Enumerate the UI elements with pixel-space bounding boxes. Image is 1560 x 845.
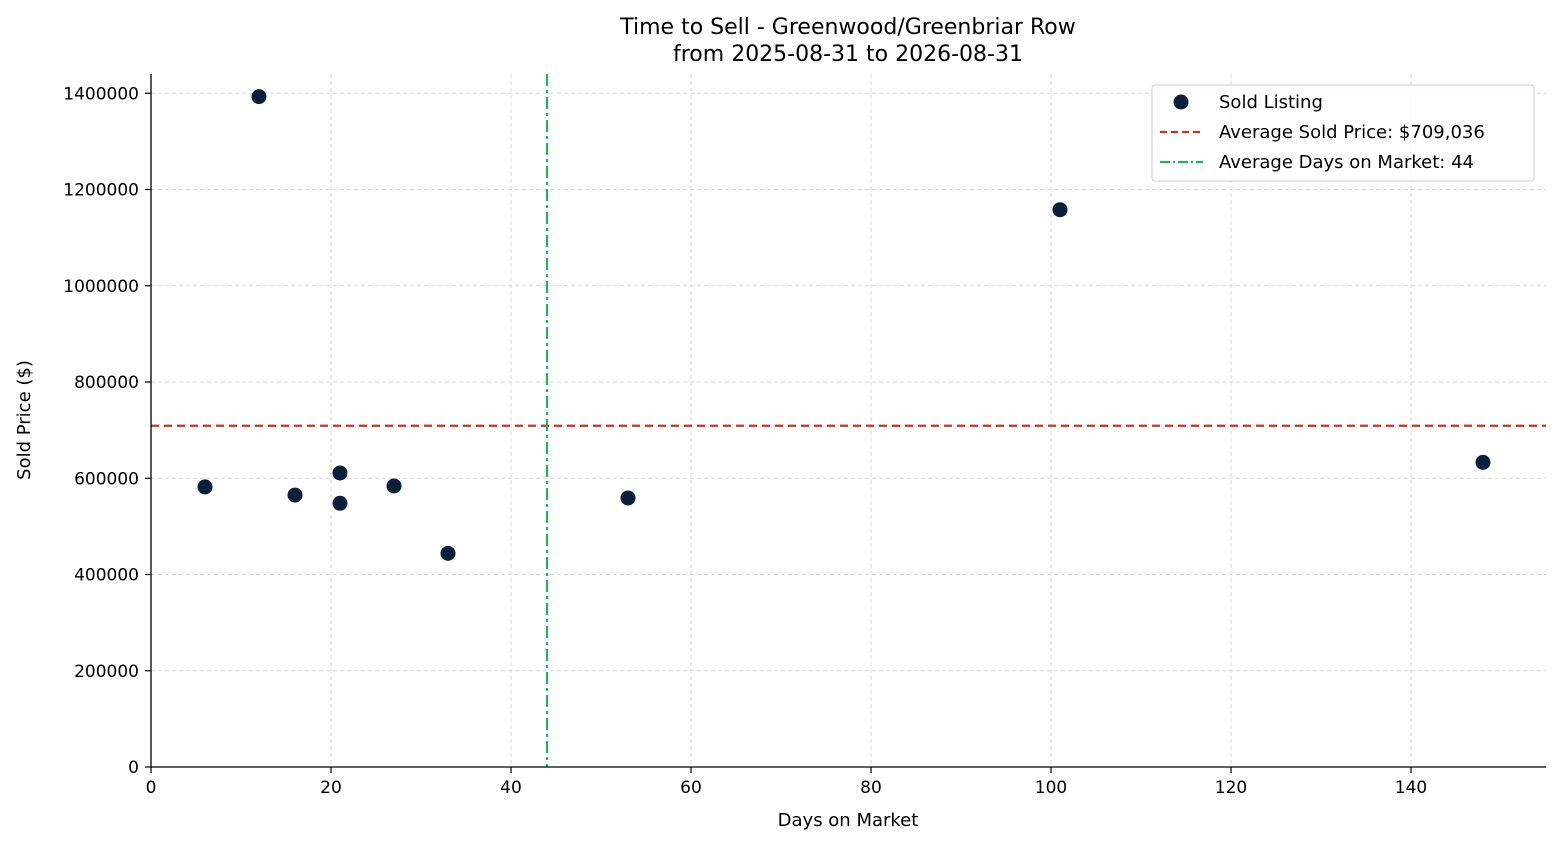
- x-tick-label: 140: [1395, 778, 1427, 798]
- x-tick-label: 80: [860, 778, 882, 798]
- y-tick-label: 800000: [74, 373, 139, 393]
- x-tick-label: 0: [146, 778, 157, 798]
- x-tick-label: 60: [680, 778, 702, 798]
- data-points: [197, 89, 1491, 561]
- legend-marker-sold-listing: [1173, 94, 1189, 110]
- legend-label-sold-listing: Sold Listing: [1219, 92, 1323, 113]
- legend-label-avg-price: Average Sold Price: $709,036: [1219, 122, 1485, 143]
- data-point: [332, 465, 348, 481]
- legend-box: [1151, 84, 1535, 182]
- axes: 0 20 40 60 80 100 120 140 0 200000 400000 600000 800…: [63, 74, 1546, 798]
- data-point: [251, 89, 267, 105]
- x-tick-label: 40: [500, 778, 522, 798]
- data-point: [1052, 202, 1068, 218]
- x-tick-label: 20: [320, 778, 342, 798]
- data-point: [440, 545, 456, 561]
- legend: Sold Listing Average Sold Price: $709,03…: [1151, 84, 1535, 182]
- y-tick-label: 200000: [74, 662, 139, 682]
- chart-title: Time to Sell - Greenwood/Greenbriar Row: [619, 15, 1076, 40]
- x-axis-label: Days on Market: [778, 810, 919, 831]
- data-point: [332, 495, 348, 511]
- y-tick-label: 600000: [74, 469, 139, 489]
- data-point: [197, 479, 213, 495]
- chart-subtitle: from 2025-08-31 to 2026-08-31: [673, 42, 1023, 67]
- data-point: [1475, 454, 1491, 470]
- y-tick-label: 1200000: [63, 181, 139, 201]
- data-point: [386, 478, 402, 494]
- legend-label-avg-days: Average Days on Market: 44: [1219, 152, 1474, 173]
- x-tick-label: 120: [1215, 778, 1247, 798]
- x-tick-label: 100: [1035, 778, 1067, 798]
- reference-lines: [151, 74, 1546, 767]
- y-tick-label: 1000000: [63, 277, 139, 297]
- y-tick-label: 0: [128, 758, 139, 778]
- y-tick-label: 400000: [74, 566, 139, 586]
- data-point: [620, 490, 636, 506]
- grid: [151, 74, 1546, 767]
- y-tick-label: 1400000: [63, 84, 139, 104]
- y-axis-label: Sold Price ($): [14, 360, 35, 480]
- data-point: [287, 487, 303, 503]
